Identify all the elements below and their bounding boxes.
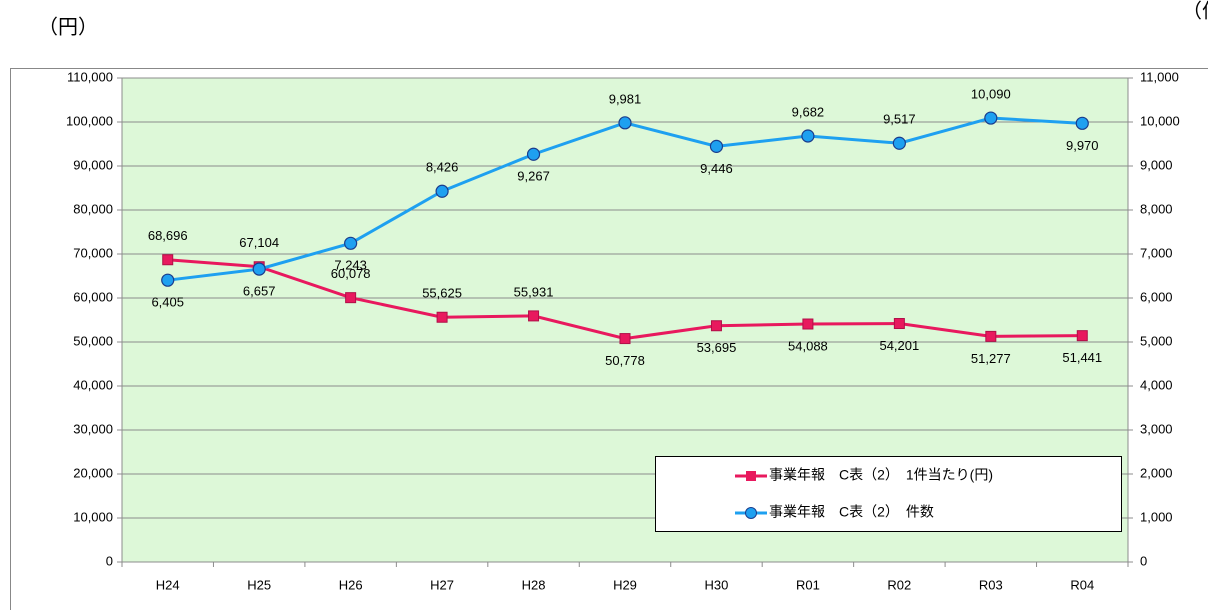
marker	[892, 136, 906, 150]
y-tick-label: 100,000	[66, 113, 113, 128]
data-label: 51,277	[971, 351, 1011, 366]
marker	[710, 320, 722, 332]
y-tick-label: 50,000	[73, 333, 113, 348]
marker	[1076, 330, 1088, 342]
data-label: 9,267	[517, 169, 550, 184]
marker	[985, 330, 997, 342]
marker	[435, 184, 449, 198]
y2-tick-label: 8,000	[1140, 201, 1173, 216]
data-label: 8,426	[426, 160, 459, 175]
legend	[655, 456, 1122, 532]
y-tick-label: 20,000	[73, 465, 113, 480]
marker	[802, 318, 814, 330]
data-label: 60,078	[331, 266, 371, 281]
y2-tick-label: 1,000	[1140, 509, 1173, 524]
data-label: 9,981	[609, 91, 642, 106]
x-tick-label: R01	[796, 577, 820, 592]
y-tick-label: 110,000	[67, 69, 113, 84]
marker	[345, 292, 357, 304]
x-tick-label: R03	[979, 577, 1003, 592]
y2-tick-label: 11,000	[1140, 69, 1179, 84]
y2-tick-label: 9,000	[1140, 157, 1173, 172]
y2-tick-label: 10,000	[1140, 113, 1180, 128]
legend-label: 事業年報 C表（2） 1件当たり(円)	[769, 467, 993, 483]
marker	[984, 111, 998, 125]
data-label: 9,682	[792, 104, 825, 119]
y2-tick-label: 0	[1140, 553, 1147, 568]
x-tick-label: H28	[522, 577, 546, 592]
y-tick-label: 0	[106, 553, 113, 568]
y-tick-label: 60,000	[73, 289, 113, 304]
data-label: 7,243	[334, 258, 367, 273]
marker	[344, 236, 358, 250]
legend-marker	[746, 471, 756, 481]
legend-label: 事業年報 C表（2） 件数	[769, 504, 934, 520]
x-tick-label: H30	[705, 577, 729, 592]
y2-tick-label: 3,000	[1140, 421, 1173, 436]
data-label: 53,695	[697, 340, 737, 355]
marker	[528, 310, 540, 322]
x-tick-label: H24	[156, 577, 180, 592]
x-tick-label: H27	[430, 577, 454, 592]
marker	[161, 273, 175, 287]
data-label: 9,970	[1066, 138, 1099, 153]
y-tick-label: 90,000	[73, 157, 113, 172]
data-label: 10,090	[971, 86, 1011, 101]
y-tick-label: 10,000	[73, 509, 113, 524]
data-label: 9,446	[700, 161, 733, 176]
marker	[1075, 116, 1089, 130]
marker	[618, 116, 632, 130]
data-label: 6,657	[243, 284, 276, 299]
legend-marker	[745, 507, 757, 519]
y2-tick-label: 4,000	[1140, 377, 1173, 392]
x-tick-label: H25	[247, 577, 271, 592]
data-label: 6,405	[151, 295, 184, 310]
data-label: 9,517	[883, 112, 916, 127]
data-label: 67,104	[239, 235, 279, 250]
marker	[709, 139, 724, 153]
y-tick-label: 80,000	[73, 201, 113, 216]
y-tick-label: 40,000	[73, 377, 113, 392]
data-label: 68,696	[148, 228, 188, 243]
marker	[162, 254, 174, 266]
x-tick-label: R02	[887, 577, 911, 592]
y-tick-label: 70,000	[73, 245, 113, 260]
y2-tick-label: 2,000	[1140, 465, 1173, 480]
data-label: 51,441	[1062, 350, 1102, 365]
marker	[252, 262, 266, 276]
marker	[801, 129, 815, 143]
y2-tick-label: 6,000	[1140, 289, 1173, 304]
marker	[619, 333, 631, 345]
x-tick-label: R04	[1070, 577, 1094, 592]
y2-axis-label: （件）	[1182, 0, 1208, 22]
data-label: 55,931	[514, 284, 554, 299]
data-label: 55,625	[422, 286, 462, 301]
y-axis-label: （円）	[38, 15, 98, 38]
marker	[526, 147, 541, 161]
data-label: 54,088	[788, 338, 828, 353]
y2-tick-label: 5,000	[1140, 333, 1173, 348]
x-tick-label: H29	[613, 577, 637, 592]
marker	[893, 318, 905, 330]
y2-tick-label: 7,000	[1140, 245, 1173, 260]
marker	[436, 311, 448, 323]
y-tick-label: 30,000	[73, 421, 113, 436]
data-label: 54,201	[879, 338, 919, 353]
x-tick-label: H26	[339, 577, 363, 592]
data-label: 50,778	[605, 353, 645, 368]
